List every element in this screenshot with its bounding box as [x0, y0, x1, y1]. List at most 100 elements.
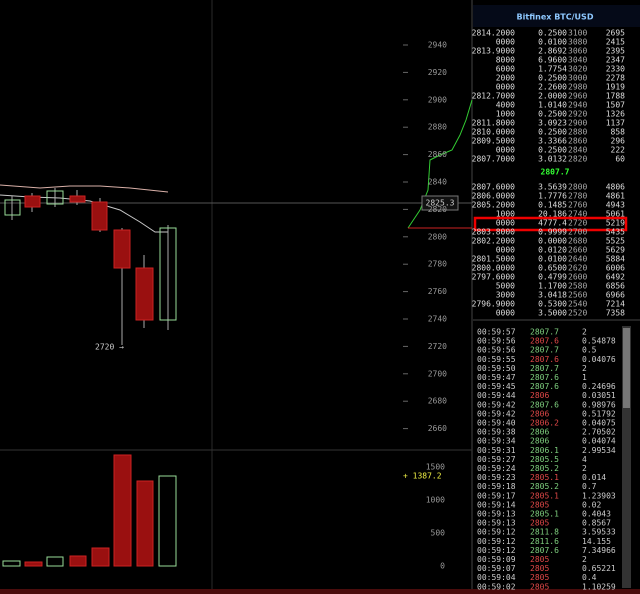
orderbook-cell: 1919: [606, 83, 625, 92]
orderbook-cell: 2.8692: [538, 47, 567, 56]
orderbook-cell: 5629: [606, 246, 625, 255]
orderbook-cell: 2807.7000: [472, 155, 516, 164]
orderbook-cell: 3080: [568, 38, 587, 47]
orderbook-cell: 2000: [496, 74, 515, 83]
trade-time: 00:59:50: [477, 364, 516, 373]
orderbook-cell: 0.2500: [538, 110, 567, 119]
orderbook-cell: 2740: [568, 210, 587, 219]
orderbook-cell: 2803.8000: [472, 228, 516, 237]
orderbook-cell: 2540: [568, 300, 587, 309]
trade-amount: 2: [582, 555, 587, 564]
trade-price: 2805: [530, 573, 549, 582]
trade-time: 00:59:12: [477, 537, 516, 546]
orderbook-cell: 3060: [568, 47, 587, 56]
price-axis-label: 2780: [428, 260, 447, 269]
trade-time: 00:59:07: [477, 564, 516, 573]
orderbook-cell: 2278: [606, 74, 625, 83]
trade-amount: 1: [582, 373, 587, 382]
orderbook-cell: 2900: [568, 119, 587, 128]
orderbook-cell: 2520: [568, 309, 587, 318]
orderbook-cell: 2840: [568, 146, 587, 155]
price-axis-label: 2720: [428, 342, 447, 351]
price-axis-label: 2800: [428, 232, 447, 241]
trade-time: 00:59:42: [477, 409, 516, 418]
trade-time: 00:59:17: [477, 491, 516, 500]
trade-amount: 0.98976: [582, 400, 616, 409]
orderbook-cell: 20.186: [538, 210, 567, 219]
orderbook-cell: 1326: [606, 110, 625, 119]
orderbook-cell: 1.7754: [538, 65, 567, 74]
orderbook-cell: 2330: [606, 65, 625, 74]
orderbook-cell: 0.9999: [538, 228, 567, 237]
orderbook-cell: 0.4799: [538, 273, 567, 282]
orderbook-cell: 0.2500: [538, 74, 567, 83]
orderbook-cell: 0000: [496, 219, 515, 228]
trade-amount: 0.04075: [582, 419, 616, 428]
trade-price: 2805: [530, 500, 549, 509]
volume-axis-label: 500: [431, 529, 446, 538]
price-axis-label: 2700: [428, 369, 447, 378]
trade-amount: 1.23903: [582, 491, 616, 500]
trade-time: 00:59:47: [477, 373, 516, 382]
trade-amount: 2.99534: [582, 446, 616, 455]
orderbook-cell: 0000: [496, 309, 515, 318]
trade-price: 2805.5: [530, 455, 559, 464]
orderbook-cell: 5219: [606, 219, 625, 228]
volume-axis-label: 1000: [426, 496, 445, 505]
orderbook-cell: 2814.2000: [472, 29, 516, 38]
trade-price: 2811.6: [530, 537, 559, 546]
price-axis-label: 2920: [428, 68, 447, 77]
trade-price: 2806: [530, 437, 549, 446]
trade-price: 2805: [530, 519, 549, 528]
cursor-box: [421, 195, 459, 211]
orderbook-cell: 2695: [606, 29, 625, 38]
orderbook-cell: 3.5000: [538, 309, 567, 318]
trade-amount: 2.70502: [582, 428, 616, 437]
price-axis-label: 2900: [428, 95, 447, 104]
trade-amount: 1.10259: [582, 582, 616, 591]
orderbook-cell: 0.6500: [538, 264, 567, 273]
orderbook-cell: 1507: [606, 101, 625, 110]
orderbook-cell: 2800.0000: [472, 264, 516, 273]
orderbook-cell: 2807.6000: [472, 183, 516, 192]
orderbook-cell: 2860: [568, 137, 587, 146]
orderbook-cell: 2415: [606, 38, 625, 47]
trade-price: 2807.6: [530, 546, 559, 555]
trade-price: 2805.1: [530, 473, 559, 482]
orderbook-cell: 2820: [568, 155, 587, 164]
orderbook-cell: 1.7776: [538, 192, 567, 201]
trade-amount: 0.04074: [582, 437, 616, 446]
trade-price: 2805.1: [530, 491, 559, 500]
orderbook-cell: 858: [611, 128, 626, 137]
trade-price: 2807.7: [530, 364, 559, 373]
orderbook-cell: 2760: [568, 201, 587, 210]
orderbook-cell: 2640: [568, 255, 587, 264]
trade-amount: 2: [582, 464, 587, 473]
orderbook-cell: 2813.9000: [472, 47, 516, 56]
trade-amount: 3.59533: [582, 528, 616, 537]
orderbook-cell: 4777.4: [538, 219, 567, 228]
trade-time: 00:59:40: [477, 419, 516, 428]
trade-time: 00:59:44: [477, 391, 516, 400]
orderbook-cell: 5525: [606, 237, 625, 246]
orderbook-cell: 2806.0000: [472, 192, 516, 201]
trade-price: 2807.7: [530, 328, 559, 337]
price-axis-label: 2860: [428, 150, 447, 159]
orderbook-cell: 3.0923: [538, 119, 567, 128]
trade-price: 2807.6: [530, 373, 559, 382]
orderbook-cell: 222: [611, 146, 626, 155]
orderbook-cell: 1000: [496, 110, 515, 119]
orderbook-cell: 0000: [496, 38, 515, 47]
orderbook-cell: 7358: [606, 309, 625, 318]
trade-price: 2807.7: [530, 346, 559, 355]
price-axis-label: 2740: [428, 315, 447, 324]
orderbook-cell: 2700: [568, 228, 587, 237]
trade-price: 2805.2: [530, 482, 559, 491]
orderbook-cell: 2720: [568, 219, 587, 228]
trade-price: 2806: [530, 409, 549, 418]
orderbook-cell: 8000: [496, 56, 515, 65]
orderbook-cell: 3.0132: [538, 155, 567, 164]
orderbook-cell: 5061: [606, 210, 625, 219]
trade-time: 00:59:14: [477, 500, 516, 509]
